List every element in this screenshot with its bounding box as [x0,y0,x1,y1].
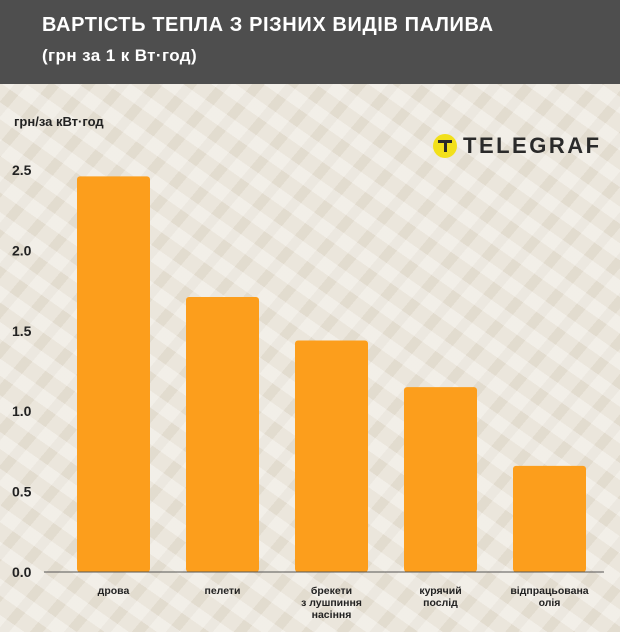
y-tick-label: 1.0 [12,403,32,419]
y-tick-label: 2.5 [12,162,32,178]
x-category-label: відпрацьована [510,585,588,597]
bar [295,340,368,572]
bar [186,297,259,572]
x-category-label: курячий [419,585,461,597]
x-category-label: з лушпиння [301,597,362,609]
x-category-label: дрова [98,585,130,597]
brand-name: TELEGRAF [463,133,602,158]
y-tick-label: 2.0 [12,242,32,258]
y-tick-label: 0.5 [12,484,32,500]
y-tick-label: 1.5 [12,323,32,339]
y-tick-label: 0.0 [12,564,32,580]
chart-title: ВАРТІСТЬ ТЕПЛА З РІЗНИХ ВИДІВ ПАЛИВА [42,14,494,36]
chart-subtitle: (грн за 1 к Вт·год) [42,46,198,65]
y-axis-label: грн/за кВт·год [14,114,104,129]
bar [77,176,150,572]
x-category-label: пелети [204,585,240,597]
header-banner: ВАРТІСТЬ ТЕПЛА З РІЗНИХ ВИДІВ ПАЛИВА (гр… [0,0,620,84]
brand-logo: TELEGRAF [433,131,602,161]
x-category-label: брекети [311,585,352,597]
bar [513,465,586,572]
x-category-label: олія [539,597,561,609]
x-category-label: послід [423,597,458,609]
x-category-label: насіння [312,609,352,621]
telegraf-logo-icon [433,134,457,158]
bar [404,387,477,572]
